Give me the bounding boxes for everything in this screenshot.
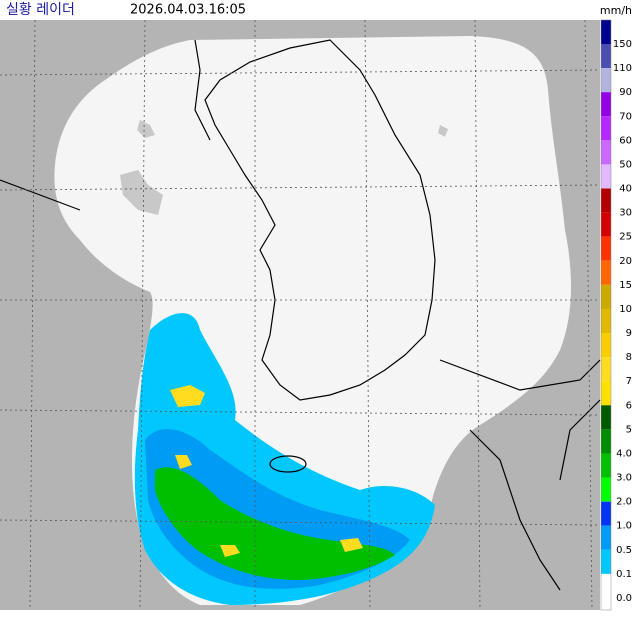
legend-label: 70 — [619, 111, 632, 122]
legend-cell — [601, 333, 611, 358]
legend-label: 150 — [613, 39, 632, 50]
legend-cell — [601, 477, 611, 502]
timestamp: 2026.04.03.16:05 — [130, 3, 246, 18]
rain-intense — [170, 385, 363, 557]
legend-label: 30 — [619, 208, 632, 219]
legend-label: 0.1 — [616, 569, 632, 580]
legend-cell — [601, 381, 611, 406]
unit: mm/h — [600, 4, 632, 17]
legend-label: 40 — [619, 184, 632, 195]
legend-cell — [601, 188, 611, 213]
legend-cell — [601, 236, 611, 261]
legend-frame — [600, 19, 612, 611]
legend-cell — [601, 68, 611, 93]
legend-label: 9 — [626, 328, 632, 339]
legend-label: 60 — [619, 135, 632, 146]
legend-label: 0.0 — [616, 593, 632, 604]
legend-cell — [601, 501, 611, 526]
title: 실황 레이더 — [6, 2, 75, 18]
legend-cell — [601, 140, 611, 165]
rain-areas — [134, 313, 435, 605]
other-coast — [0, 39, 601, 591]
rain-heavy — [155, 467, 395, 580]
legend-label: 6 — [626, 400, 632, 411]
legend-cell — [601, 573, 611, 598]
legend-cell — [601, 116, 611, 141]
legend-cell — [601, 164, 611, 189]
legend: 150 110 90 70 60 50 40 30 25 20 15 10 9 8 7 6 5 4.0 3.0 2.0… — [600, 19, 632, 611]
legend-label: 5 — [626, 424, 632, 435]
legend-cell — [601, 357, 611, 382]
legend-label: 90 — [619, 87, 632, 98]
legend-cell — [601, 92, 611, 117]
legend-cell — [601, 212, 611, 237]
legend-label: 3.0 — [616, 473, 632, 484]
korea-coast — [204, 39, 436, 401]
legend-cell — [601, 44, 611, 69]
legend-label: 20 — [619, 256, 632, 267]
legend-label: 2.0 — [616, 497, 632, 508]
legend-cell — [601, 260, 611, 285]
meridians — [29, 19, 593, 611]
legend-label: 15 — [619, 280, 632, 291]
legend-label: 0.5 — [616, 545, 632, 556]
legend-cell — [601, 549, 611, 574]
legend-label: 1.0 — [616, 521, 632, 532]
legend-cell — [601, 453, 611, 478]
legend-cell — [601, 525, 611, 550]
legend-label: 8 — [626, 352, 632, 363]
legend-cell — [601, 284, 611, 309]
parallels — [0, 69, 601, 526]
legend-label: 50 — [619, 159, 632, 170]
legend-cell — [601, 429, 611, 454]
legend-label: 4.0 — [616, 448, 632, 459]
legend-label: 10 — [619, 304, 632, 315]
jeju-island — [269, 455, 307, 473]
legend-label: 7 — [626, 376, 632, 387]
map — [0, 19, 601, 611]
legend-cell — [601, 308, 611, 334]
grid — [0, 19, 601, 611]
legend-label: 110 — [613, 63, 632, 74]
legend-cell — [601, 19, 611, 44]
legend-label: 25 — [619, 232, 632, 243]
clutter — [120, 120, 448, 215]
legend-cell — [601, 405, 611, 430]
